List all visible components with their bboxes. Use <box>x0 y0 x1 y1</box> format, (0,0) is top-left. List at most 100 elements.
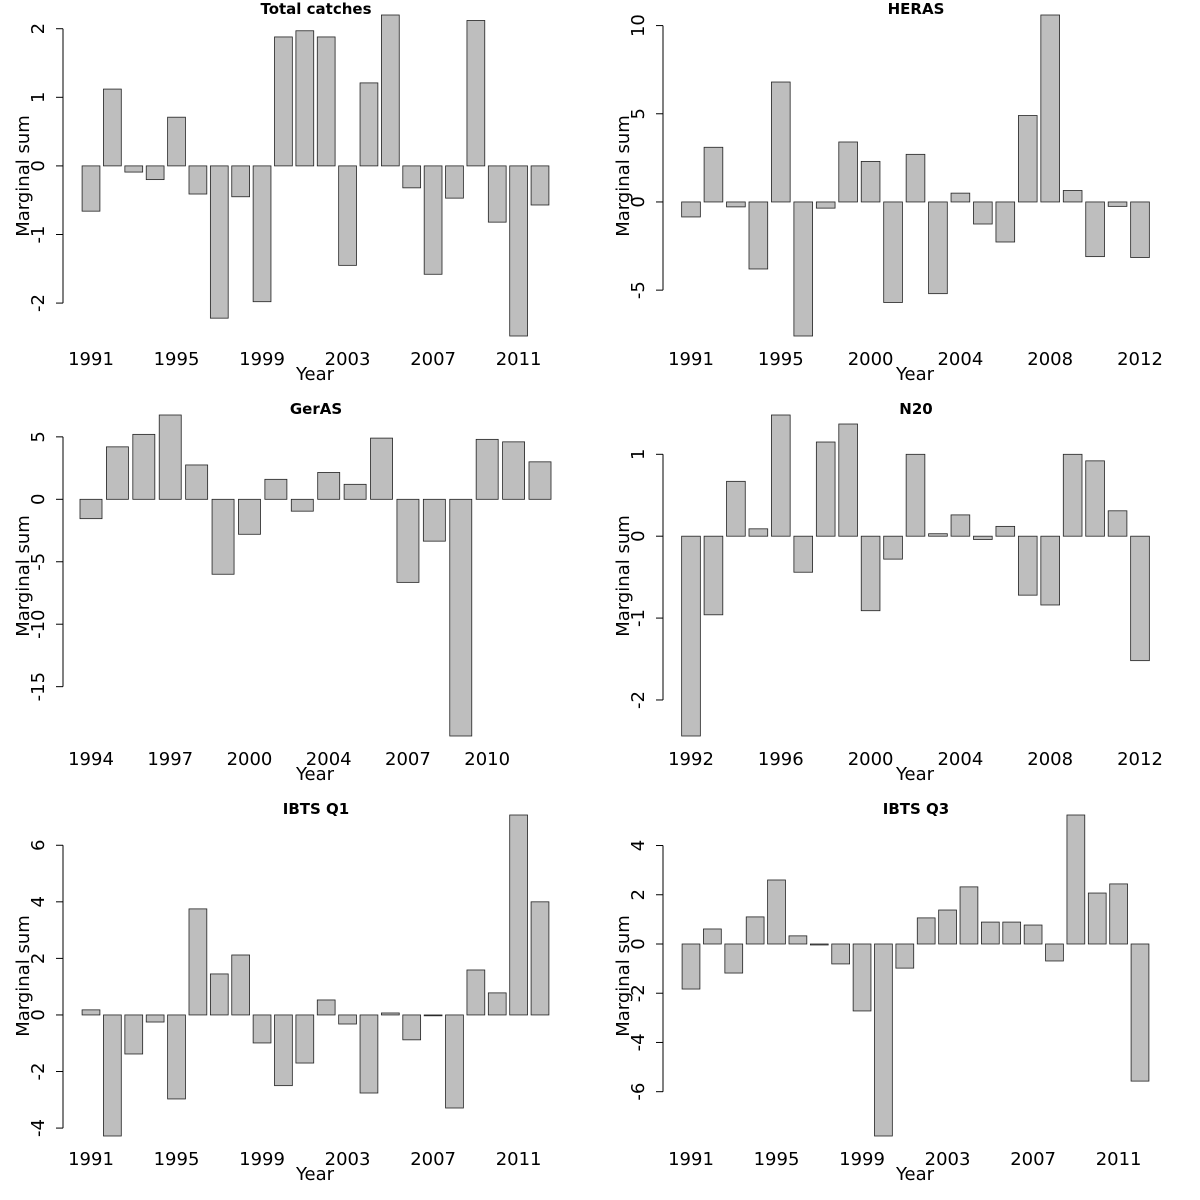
bar <box>264 478 288 500</box>
x-tick-label: 2011 <box>1096 1149 1142 1170</box>
bar <box>509 165 528 337</box>
bar <box>1130 535 1150 662</box>
y-axis-label: Marginal sum <box>613 115 634 237</box>
x-tick-label: 2007 <box>385 749 431 770</box>
panel: GerAS -15 -10 -5 0 5 Marginal sum Year 1994 1997 2… <box>13 400 552 785</box>
x-tick-label: 1991 <box>68 349 114 370</box>
bar <box>1017 115 1038 203</box>
y-tick-label: -2 <box>28 294 49 312</box>
bar <box>916 917 936 945</box>
x-tick-label: 1991 <box>668 1149 714 1170</box>
x-tick-label: 2000 <box>227 749 273 770</box>
y-tick-label: 0 <box>28 160 49 171</box>
bar <box>132 433 156 500</box>
y-tick-label: -1 <box>28 226 49 244</box>
bar <box>724 943 744 974</box>
x-tick-label: 2012 <box>1117 749 1163 770</box>
panel: N20 -2 -1 0 1 Marginal sum Year 1992 1996 2000 200… <box>613 400 1163 785</box>
x-tick-label: 2007 <box>1010 1149 1056 1170</box>
chart-title: GerAS <box>290 400 342 418</box>
bar <box>167 116 186 167</box>
bar <box>1087 892 1107 945</box>
bar <box>475 438 499 500</box>
bar <box>295 30 315 167</box>
bar <box>793 535 814 573</box>
bar <box>402 1014 422 1041</box>
bar <box>124 165 144 173</box>
bar <box>767 879 786 945</box>
bar <box>145 1014 165 1023</box>
bar <box>509 814 528 1016</box>
y-axis-label: Marginal sum <box>13 915 34 1037</box>
bar <box>445 1014 464 1109</box>
bar <box>209 973 229 1016</box>
bar <box>185 464 209 500</box>
y-axis-label: Marginal sum <box>13 515 34 637</box>
x-tick-label: 1994 <box>68 749 114 770</box>
y-tick-label: 5 <box>28 431 49 442</box>
x-axis-label: Year <box>895 1164 935 1185</box>
bar <box>466 20 486 167</box>
bar <box>359 1014 379 1094</box>
x-tick-label: 2003 <box>325 1149 371 1170</box>
panel: Total catches -2 -1 0 1 2 Marginal sum Year 1991… <box>13 0 550 385</box>
bar <box>703 928 722 945</box>
bar <box>703 146 724 203</box>
bar <box>530 165 550 206</box>
x-tick-label: 2007 <box>410 1149 456 1170</box>
bar <box>905 453 926 537</box>
bar <box>1062 453 1083 537</box>
x-axis-label: Year <box>895 764 935 785</box>
y-tick-label: -5 <box>28 553 49 571</box>
bar <box>1066 814 1086 945</box>
bar <box>81 165 101 212</box>
x-tick-label: 1999 <box>239 349 285 370</box>
bar <box>771 81 791 203</box>
bar <box>905 153 926 203</box>
y-tick-label: -15 <box>28 672 49 701</box>
y-axis-label: Marginal sum <box>613 515 634 637</box>
bar <box>748 528 769 537</box>
bar <box>895 943 915 969</box>
y-tick-label: 1 <box>28 92 49 103</box>
bar <box>1130 943 1150 1082</box>
bar <box>238 498 261 535</box>
bar <box>1107 201 1128 207</box>
bar <box>487 165 507 223</box>
bar <box>1002 921 1022 945</box>
bar <box>928 533 948 537</box>
chart-title: HERAS <box>888 0 945 18</box>
bar <box>1130 201 1150 258</box>
y-tick-label: 0 <box>628 938 649 949</box>
bar <box>231 954 250 1016</box>
bar <box>106 446 129 500</box>
bar <box>883 535 903 560</box>
bar <box>359 82 379 167</box>
bar <box>681 201 701 218</box>
x-axis-label: Year <box>895 364 935 385</box>
y-tick-label: -2 <box>628 691 649 709</box>
x-tick-label: 2011 <box>496 1149 542 1170</box>
bar <box>528 461 552 500</box>
bar <box>874 943 893 1137</box>
bar <box>726 480 746 537</box>
bar <box>423 1014 443 1017</box>
x-axis-label: Year <box>295 1164 335 1185</box>
bar <box>274 36 293 167</box>
x-tick-label: 2012 <box>1117 349 1163 370</box>
bar <box>252 1014 272 1044</box>
x-tick-label: 1991 <box>668 349 714 370</box>
x-tick-label: 1995 <box>754 1149 800 1170</box>
chart-title: N20 <box>899 400 932 418</box>
y-tick-label: -2 <box>628 984 649 1002</box>
bar <box>1023 924 1043 945</box>
bar <box>530 901 550 1016</box>
bar <box>1040 535 1060 606</box>
bar <box>831 943 850 965</box>
bar <box>274 1014 293 1087</box>
bar <box>158 414 182 500</box>
bar <box>231 165 250 198</box>
y-tick-label: 2 <box>28 23 49 34</box>
y-tick-label: 2 <box>28 953 49 964</box>
y-tick-label: 4 <box>628 840 649 851</box>
